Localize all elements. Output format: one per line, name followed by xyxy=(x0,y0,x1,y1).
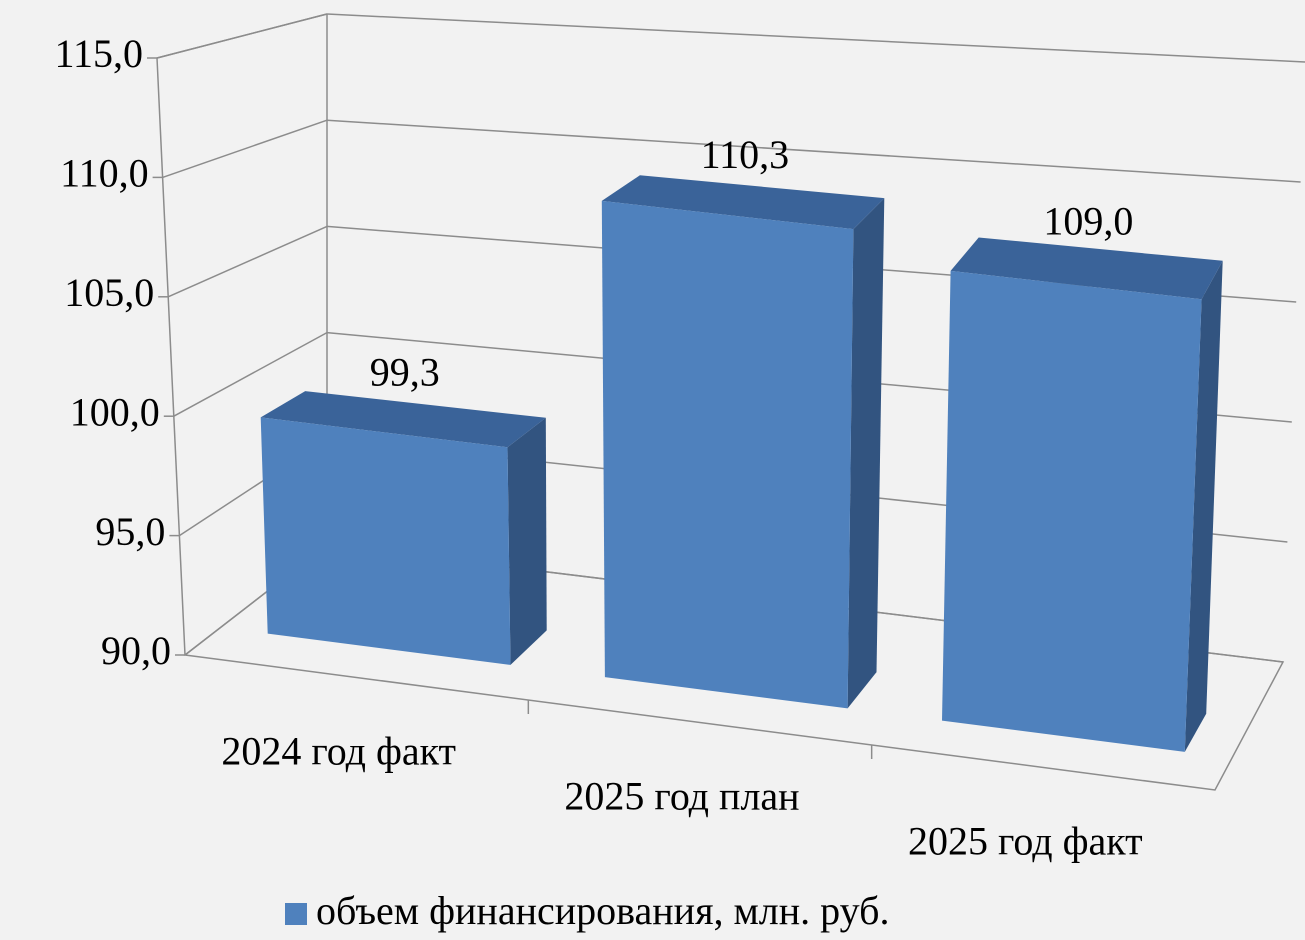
bar-top xyxy=(950,237,1223,300)
bar xyxy=(601,200,854,709)
y-tick-label: 90,0 xyxy=(101,628,171,673)
y-tick-label: 105,0 xyxy=(64,270,154,315)
data-label: 110,3 xyxy=(701,132,790,177)
bar-top xyxy=(260,391,546,448)
legend-label: объем финансирования, млн. руб. xyxy=(316,888,889,933)
bar-top xyxy=(601,175,885,230)
data-label: 109,0 xyxy=(1043,198,1133,243)
bar-side xyxy=(507,417,547,665)
grid-line xyxy=(326,119,1301,183)
grid-line xyxy=(326,13,1305,63)
y-tick-label: 115,0 xyxy=(54,31,143,76)
bar xyxy=(260,417,511,665)
grid-line xyxy=(173,331,328,417)
grid-line xyxy=(162,119,328,179)
y-tick-label: 100,0 xyxy=(70,389,160,434)
data-label: 99,3 xyxy=(370,350,440,395)
wall-edge xyxy=(156,13,328,59)
y-tick-label: 110,0 xyxy=(60,151,149,196)
bar-side xyxy=(1184,260,1223,752)
grid-line xyxy=(167,225,328,298)
y-tick-label: 95,0 xyxy=(95,509,165,554)
x-tick-label: 2025 год факт xyxy=(908,819,1143,864)
x-tick-label: 2025 год план xyxy=(564,774,799,819)
legend-swatch xyxy=(285,903,307,925)
bar xyxy=(942,270,1202,752)
bar-side xyxy=(847,198,885,709)
x-tick-label: 2024 год факт xyxy=(221,729,456,774)
y-axis xyxy=(156,57,186,656)
